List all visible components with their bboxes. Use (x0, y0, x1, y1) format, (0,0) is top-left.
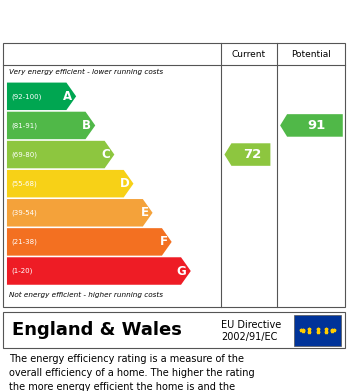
Polygon shape (7, 199, 152, 226)
Text: (69-80): (69-80) (11, 151, 37, 158)
Text: F: F (159, 235, 167, 248)
Polygon shape (7, 170, 134, 197)
Text: (81-91): (81-91) (11, 122, 37, 129)
Text: (39-54): (39-54) (11, 210, 37, 216)
Text: (55-68): (55-68) (11, 180, 37, 187)
Polygon shape (7, 112, 95, 139)
Polygon shape (224, 143, 270, 166)
Text: B: B (82, 119, 91, 132)
Text: The energy efficiency rating is a measure of the
overall efficiency of a home. T: The energy efficiency rating is a measur… (9, 353, 254, 391)
Text: (92-100): (92-100) (11, 93, 41, 100)
Text: G: G (177, 265, 187, 278)
Text: E: E (140, 206, 148, 219)
Text: 2002/91/EC: 2002/91/EC (221, 332, 277, 343)
Text: 72: 72 (244, 148, 262, 161)
Polygon shape (7, 83, 76, 110)
Polygon shape (280, 114, 343, 137)
Polygon shape (7, 141, 114, 168)
Bar (294, 315, 341, 346)
Text: 91: 91 (308, 119, 326, 132)
Text: Very energy efficient - lower running costs: Very energy efficient - lower running co… (9, 69, 163, 75)
Text: C: C (101, 148, 110, 161)
Text: EU Directive: EU Directive (221, 319, 281, 330)
Text: Current: Current (232, 50, 266, 59)
Text: Energy Efficiency Rating: Energy Efficiency Rating (10, 12, 220, 27)
Text: (21-38): (21-38) (11, 239, 37, 245)
Polygon shape (7, 228, 172, 256)
Text: England & Wales: England & Wales (12, 321, 182, 339)
Text: A: A (63, 90, 72, 103)
Text: Not energy efficient - higher running costs: Not energy efficient - higher running co… (9, 292, 163, 298)
Text: Potential: Potential (291, 50, 331, 59)
Text: D: D (119, 177, 129, 190)
Text: (1-20): (1-20) (11, 268, 32, 274)
Polygon shape (7, 257, 191, 285)
